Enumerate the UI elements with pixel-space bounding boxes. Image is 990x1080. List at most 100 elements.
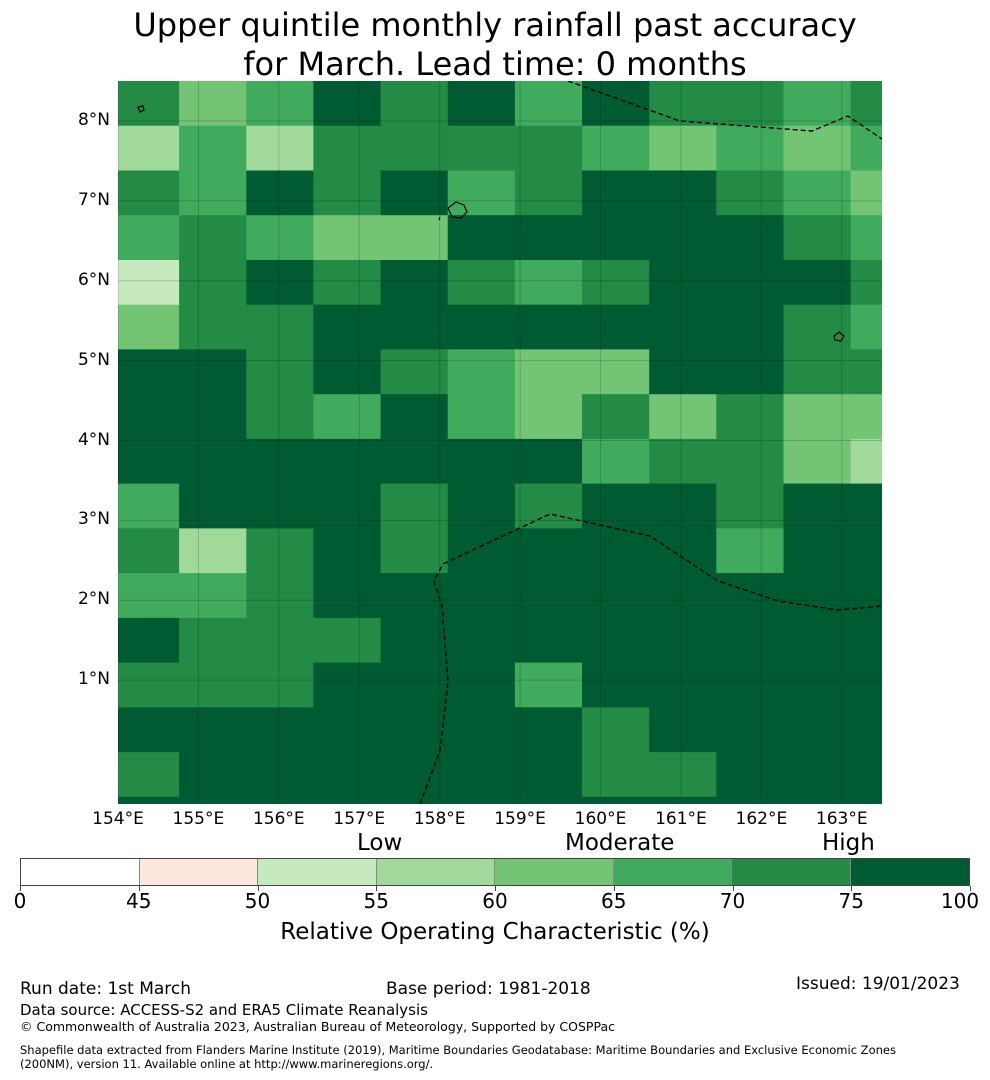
grid-cell: [313, 483, 382, 529]
longitude-label: 157°E: [333, 809, 386, 829]
shapefile-credit-line2: (200NM), version 11. Available online at…: [20, 1057, 434, 1071]
colorbar-tick-label: 65: [601, 889, 627, 913]
graticule-lines: [118, 81, 882, 804]
grid-cell: [649, 125, 717, 171]
grid-cell: [514, 215, 583, 261]
grid-cell: [649, 752, 717, 798]
maritime-boundaries: [419, 81, 882, 804]
grid-cell: [246, 796, 315, 804]
grid-cell: [118, 573, 180, 619]
rainfall-accuracy-map[interactable]: [118, 81, 882, 804]
grid-cell: [118, 260, 180, 306]
grid-cell: [118, 528, 180, 574]
grid-cell: [447, 170, 516, 216]
grid-cell: [514, 125, 583, 171]
grid-cell: [514, 662, 583, 708]
grid-cell: [447, 796, 516, 804]
colorbar-tick-label: 70: [719, 889, 746, 913]
latitude-label: 3°N: [77, 509, 110, 530]
grid-cell: [447, 707, 516, 753]
latitude-label: 4°N: [77, 429, 110, 450]
grid-cell: [783, 394, 852, 440]
grid-cell: [514, 483, 583, 529]
longitude-label: 160°E: [574, 809, 627, 829]
latitude-label: 8°N: [77, 109, 110, 130]
grid-cell: [716, 707, 785, 753]
colorbar-tick-label: 55: [363, 889, 389, 913]
grid-cell: [447, 394, 516, 440]
grid-cell: [716, 304, 785, 350]
grid-cell: [582, 617, 650, 664]
grid-cell: [582, 438, 650, 485]
grid-cell: [118, 81, 180, 127]
grid-cell: [850, 617, 882, 664]
grid-cell: [649, 215, 717, 261]
grid-cell: [514, 349, 583, 395]
grid-cell: [179, 438, 247, 485]
grid-cell: [313, 170, 382, 216]
grid-cell: [649, 662, 717, 708]
grid-cell: [649, 528, 717, 574]
grid-cell: [380, 662, 449, 708]
grid-cell: [380, 349, 449, 395]
grid-cell: [313, 438, 382, 485]
grid-cell: [850, 81, 882, 127]
colorbar-segment: [139, 859, 258, 885]
latitude-label: 7°N: [77, 189, 110, 210]
grid-cell: [118, 170, 180, 216]
colorbar-tick-mark: [732, 886, 734, 891]
grid-cell: [649, 394, 717, 440]
grid-cell: [850, 170, 882, 216]
colorbar-segment: [732, 859, 851, 885]
grid-cell: [447, 752, 516, 798]
grid-cell: [118, 304, 180, 350]
grid-cell: [380, 81, 449, 127]
base-period: Base period: 1981-2018: [386, 979, 591, 999]
data-source: Data source: ACCESS-S2 and ERA5 Climate …: [20, 1001, 428, 1019]
latitude-label: 1°N: [77, 669, 110, 690]
grid-cell: [118, 394, 180, 440]
grid-cell: [246, 349, 315, 395]
colorbar-tick-label: 50: [244, 889, 271, 913]
colorbar-tick-label: 45: [126, 889, 152, 913]
latitude-label: 2°N: [77, 589, 110, 610]
grid-cell: [716, 438, 785, 485]
issued-date: Issued: 19/01/2023: [796, 974, 960, 994]
grid-cell: [716, 617, 785, 664]
colorbar-tick-label: 60: [482, 889, 508, 913]
grid-cell: [118, 662, 180, 708]
copyright-notice: © Commonwealth of Australia 2023, Austra…: [20, 1019, 615, 1034]
colorbar-segment: [850, 859, 969, 885]
grid-cell: [313, 752, 382, 798]
grid-cell: [783, 170, 852, 216]
grid-cell: [850, 528, 882, 574]
grid-cell: [313, 260, 382, 306]
grid-cell: [246, 394, 315, 440]
grid-cell: [649, 796, 717, 804]
colorbar-segment: [613, 859, 732, 885]
grid-cell: [850, 394, 882, 440]
grid-cell: [179, 796, 247, 804]
colorbar-segment: [495, 859, 614, 885]
latitude-label: 5°N: [77, 349, 110, 370]
grid-cell: [118, 796, 180, 804]
grid-cell: [118, 438, 180, 485]
longitude-label: 161°E: [655, 809, 707, 829]
grid-cell: [716, 349, 785, 395]
grid-cell: [447, 662, 516, 708]
grid-cell: [514, 528, 583, 574]
grid-cell: [850, 125, 882, 171]
colorbar-tick-mark: [851, 886, 853, 891]
grid-cell: [179, 81, 247, 127]
grid-cell: [514, 394, 583, 440]
grid-cell: [246, 752, 315, 798]
grid-cell: [582, 81, 650, 127]
grid-cell: [649, 617, 717, 664]
grid-cell: [380, 528, 449, 574]
grid-cell: [447, 349, 516, 395]
grid-cell: [514, 438, 583, 485]
colorbar-tick-mark: [970, 886, 971, 891]
grid-cell: [179, 349, 247, 395]
grid-cell: [716, 752, 785, 798]
grid-cell: [783, 304, 852, 350]
